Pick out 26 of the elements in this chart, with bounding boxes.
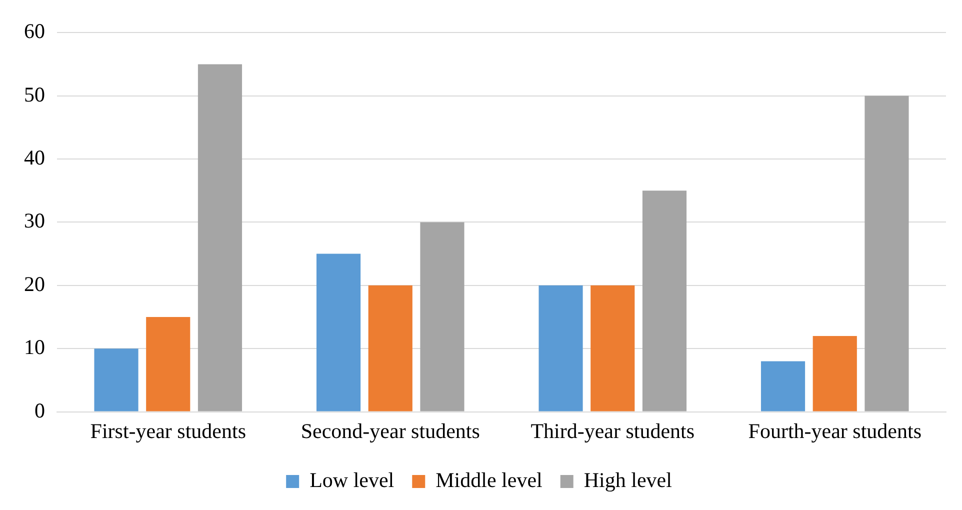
- legend-label: Middle level: [436, 468, 543, 492]
- x-tick-label: Second-year students: [300, 418, 480, 443]
- bar: [368, 285, 412, 412]
- bar: [538, 285, 583, 412]
- bar: [146, 317, 190, 412]
- y-tick-label: 20: [24, 272, 45, 296]
- legend-label: Low level: [310, 468, 394, 492]
- y-tick-label: 50: [24, 82, 45, 106]
- bar: [316, 254, 361, 412]
- x-tick-label: Third-year students: [530, 418, 695, 443]
- bar: [420, 222, 464, 412]
- y-tick-label: 30: [24, 208, 45, 233]
- y-tick-label: 10: [24, 335, 45, 360]
- bar: [198, 64, 242, 412]
- bar: [94, 348, 138, 412]
- bar: [590, 285, 635, 412]
- bar: [864, 96, 909, 412]
- y-tick-label: 40: [24, 146, 45, 170]
- x-tick-label: First-year students: [90, 418, 246, 443]
- y-tick-label: 60: [24, 19, 45, 44]
- bar: [642, 190, 687, 412]
- legend-label: High level: [584, 468, 672, 492]
- bar: [760, 361, 806, 412]
- x-tick-label: Fourth-year students: [748, 418, 922, 443]
- y-tick-label: 0: [34, 398, 45, 422]
- bar: [812, 336, 857, 412]
